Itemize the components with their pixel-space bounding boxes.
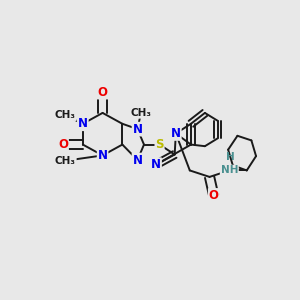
Text: N: N (133, 123, 142, 136)
Text: O: O (58, 138, 68, 151)
Text: N: N (171, 127, 181, 140)
Text: CH₃: CH₃ (55, 156, 76, 166)
Text: O: O (98, 85, 108, 99)
Text: CH₃: CH₃ (55, 110, 76, 120)
Text: N: N (78, 117, 88, 130)
Text: N: N (98, 149, 108, 162)
Text: NH: NH (220, 165, 238, 176)
Text: O: O (209, 189, 219, 202)
Text: S: S (155, 138, 164, 151)
Text: CH₃: CH₃ (130, 108, 152, 118)
Text: H: H (226, 152, 235, 162)
Text: N: N (151, 158, 161, 171)
Text: N: N (133, 154, 142, 166)
